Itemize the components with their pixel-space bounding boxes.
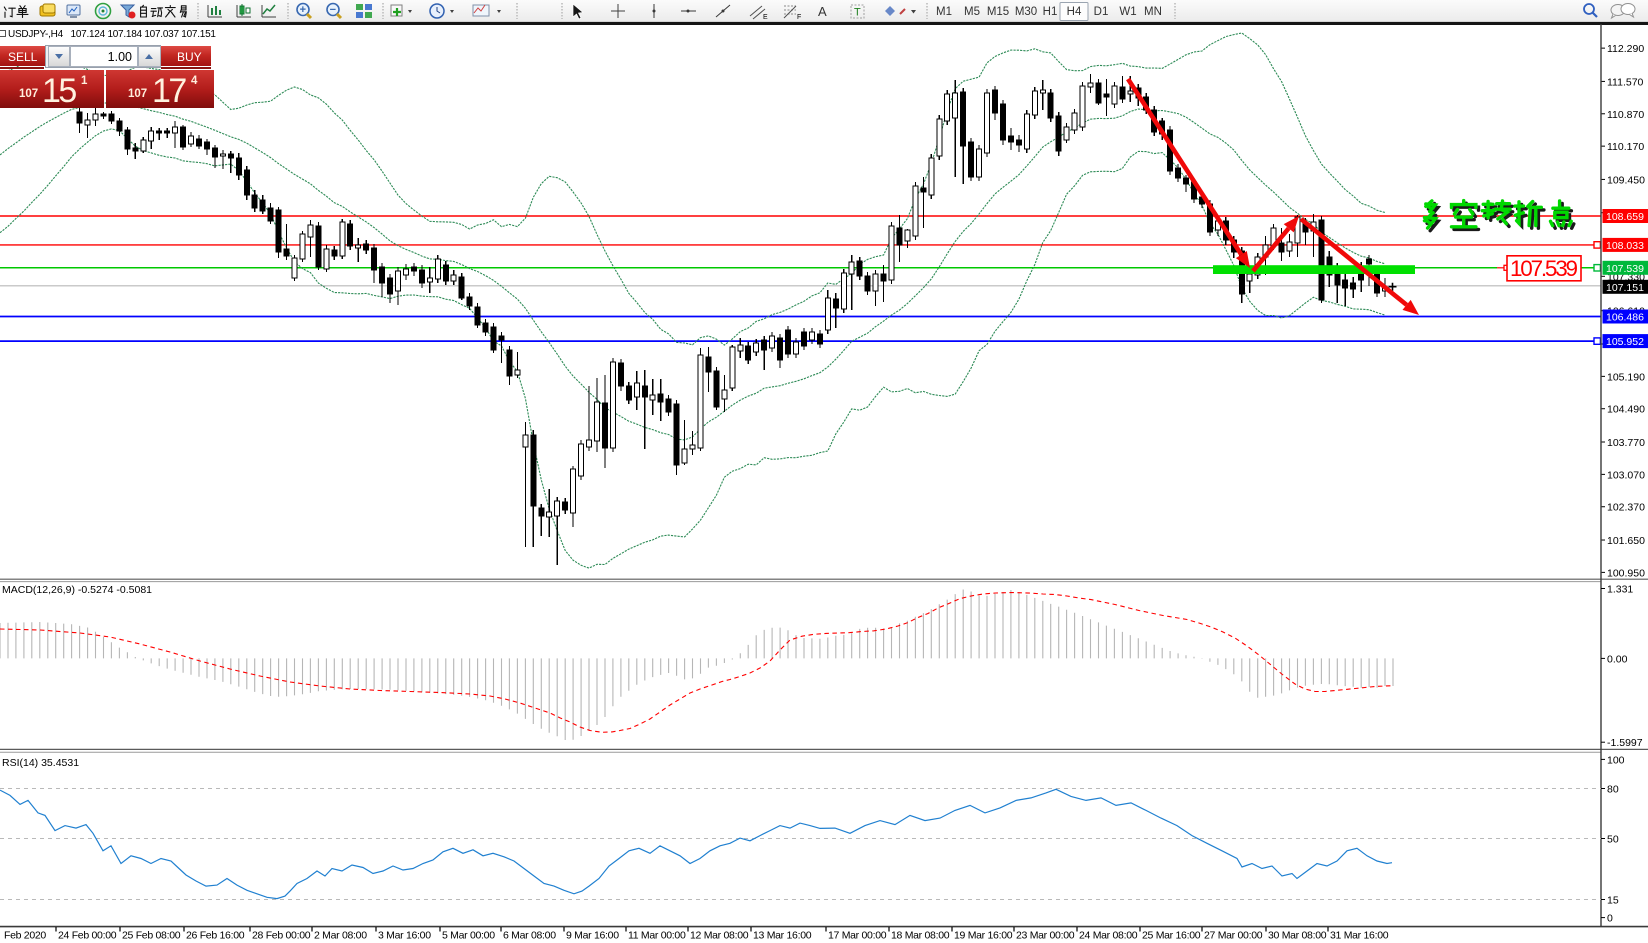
svg-text:111.570: 111.570 (1607, 76, 1644, 88)
svg-text:H1: H1 (1043, 6, 1058, 18)
svg-text:M5: M5 (964, 6, 980, 18)
svg-text:Feb 2020: Feb 2020 (4, 930, 46, 942)
svg-text:18 Mar 08:00: 18 Mar 08:00 (891, 930, 950, 942)
svg-text:1.331: 1.331 (1607, 584, 1633, 596)
svg-text:25 Mar 16:00: 25 Mar 16:00 (1142, 930, 1201, 942)
svg-text:110.170: 110.170 (1607, 141, 1644, 153)
svg-text:27 Mar 00:00: 27 Mar 00:00 (1204, 930, 1263, 942)
svg-text:12 Mar 08:00: 12 Mar 08:00 (690, 930, 749, 942)
svg-text:107.539: 107.539 (1510, 256, 1578, 281)
svg-text:31 Mar 16:00: 31 Mar 16:00 (1330, 930, 1389, 942)
svg-text:80: 80 (1607, 784, 1619, 796)
svg-text:23 Mar 00:00: 23 Mar 00:00 (1016, 930, 1075, 942)
svg-text:+: + (300, 4, 306, 16)
svg-text:106.486: 106.486 (1606, 312, 1644, 324)
svg-text:M1: M1 (936, 6, 952, 18)
svg-text:H4: H4 (1067, 6, 1082, 18)
svg-text:M15: M15 (987, 6, 1009, 18)
svg-text:26 Feb 16:00: 26 Feb 16:00 (186, 930, 245, 942)
svg-text:25 Feb 08:00: 25 Feb 08:00 (122, 930, 181, 942)
svg-text:F: F (797, 14, 801, 21)
svg-text:19 Mar 16:00: 19 Mar 16:00 (954, 930, 1013, 942)
svg-text:110.870: 110.870 (1607, 109, 1644, 121)
svg-text:15: 15 (1607, 895, 1619, 907)
svg-text:T: T (854, 7, 861, 19)
svg-text:103.770: 103.770 (1607, 437, 1645, 449)
svg-text:100: 100 (1607, 754, 1625, 766)
svg-text:109.450: 109.450 (1607, 174, 1645, 186)
svg-text:0: 0 (1607, 913, 1613, 925)
svg-text:17 Mar 00:00: 17 Mar 00:00 (828, 930, 887, 942)
svg-text:6 Mar 08:00: 6 Mar 08:00 (503, 930, 556, 942)
svg-text:50: 50 (1607, 834, 1619, 846)
svg-text:W1: W1 (1119, 6, 1136, 18)
svg-text:102.370: 102.370 (1607, 502, 1645, 514)
svg-text:11 Mar 00:00: 11 Mar 00:00 (628, 930, 686, 942)
svg-text:MACD(12,26,9) -0.5274 -0.5081: MACD(12,26,9) -0.5274 -0.5081 (2, 584, 152, 596)
svg-text:100.950: 100.950 (1607, 567, 1645, 579)
svg-text:2 Mar 08:00: 2 Mar 08:00 (314, 930, 367, 942)
svg-text:5 Mar 00:00: 5 Mar 00:00 (442, 930, 495, 942)
svg-text:103.070: 103.070 (1607, 469, 1645, 481)
svg-text:107.151: 107.151 (1606, 282, 1644, 294)
svg-text:105.952: 105.952 (1606, 336, 1644, 348)
svg-text:24 Mar 08:00: 24 Mar 08:00 (1079, 930, 1138, 942)
svg-text:13 Mar 16:00: 13 Mar 16:00 (753, 930, 812, 942)
svg-text:112.290: 112.290 (1607, 43, 1644, 55)
svg-text:0.00: 0.00 (1607, 653, 1628, 665)
svg-text:E: E (763, 14, 768, 21)
svg-text:104.490: 104.490 (1607, 404, 1645, 416)
svg-text:24 Feb 00:00: 24 Feb 00:00 (58, 930, 117, 942)
svg-text:107.539: 107.539 (1606, 263, 1644, 275)
svg-text:−: − (330, 4, 336, 16)
svg-text:108.033: 108.033 (1606, 240, 1644, 252)
svg-text:30 Mar 08:00: 30 Mar 08:00 (1268, 930, 1327, 942)
svg-text:A: A (818, 4, 827, 19)
svg-text:D1: D1 (1094, 6, 1109, 18)
svg-text:M30: M30 (1015, 6, 1037, 18)
svg-text:9 Mar 16:00: 9 Mar 16:00 (566, 930, 619, 942)
svg-text:28 Feb 00:00: 28 Feb 00:00 (252, 930, 311, 942)
svg-text:101.650: 101.650 (1607, 535, 1645, 547)
svg-text:105.190: 105.190 (1607, 371, 1645, 383)
svg-text:-1.5997: -1.5997 (1607, 737, 1643, 749)
svg-text:RSI(14) 35.4531: RSI(14) 35.4531 (2, 757, 79, 769)
svg-text:MN: MN (1144, 6, 1162, 18)
svg-text:3 Mar 16:00: 3 Mar 16:00 (378, 930, 431, 942)
svg-text:108.659: 108.659 (1606, 211, 1644, 223)
